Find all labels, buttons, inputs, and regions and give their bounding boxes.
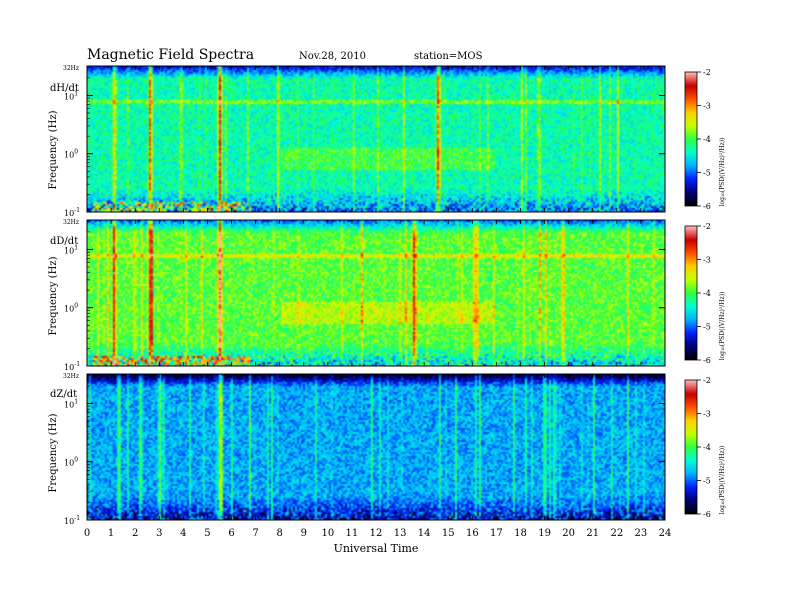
colorbar-ticks-dh-dt: -2 -3 -4 -5 -6 bbox=[697, 68, 711, 211]
y-tick-label: 101 bbox=[64, 90, 78, 101]
colorbar-label: log₁₀(PSD((V/Hz)²/Hz)) bbox=[719, 138, 726, 207]
colorbar-tick-label: -3 bbox=[703, 410, 711, 419]
x-tick-label: 15 bbox=[442, 528, 455, 539]
top-frequency-label: 32Hz bbox=[63, 373, 79, 380]
axes-dd-dt: 10-1 100 101 bbox=[64, 220, 666, 372]
colorbar-dd-dt bbox=[685, 226, 697, 360]
x-tick-label: 14 bbox=[418, 528, 431, 539]
colorbar-ticks-dd-dt: -2 -3 -4 -5 -6 bbox=[697, 222, 711, 365]
colorbar-tick-label: -2 bbox=[703, 222, 711, 231]
y-tick-label: 101 bbox=[64, 398, 78, 409]
colorbar-label: log₁₀(PSD((V/Hz)²/Hz)) bbox=[719, 446, 726, 515]
x-axis-ticks: 0 1 2 3 4 5 6 7 8 9 10 11 12 13 14 15 16 17 18 19 20 21 22 23 24 bbox=[84, 528, 672, 539]
colorbar-tick-label: -5 bbox=[703, 323, 711, 332]
colorbar-dz-dt bbox=[685, 380, 697, 514]
y-tick-label: 100 bbox=[64, 303, 78, 314]
x-tick-label: 13 bbox=[394, 528, 407, 539]
panel-label-dh-dt: dH/dt bbox=[50, 83, 79, 94]
figure-title: Magnetic Field Spectra bbox=[87, 47, 254, 63]
panel-label-dz-dt: dZ/dt bbox=[50, 389, 77, 400]
figure-station: station=MOS bbox=[414, 51, 483, 62]
y-tick-label: 100 bbox=[64, 149, 78, 160]
x-tick-label: 8 bbox=[276, 528, 282, 539]
y-tick-label: 10-1 bbox=[64, 207, 80, 218]
colorbar-ticks-dz-dt: -2 -3 -4 -5 -6 bbox=[697, 376, 711, 519]
colorbar-tick-label: -4 bbox=[703, 443, 711, 452]
x-axis-title: Universal Time bbox=[334, 542, 419, 555]
x-tick-label: 23 bbox=[635, 528, 648, 539]
y-tick-label: 101 bbox=[64, 244, 78, 255]
axes-dh-dt: 10-1 100 101 bbox=[64, 66, 666, 218]
x-tick-label: 16 bbox=[466, 528, 479, 539]
y-axis-title: Frequency (Hz) bbox=[48, 413, 59, 492]
figure-date: Nov.28, 2010 bbox=[299, 51, 366, 62]
axes-dz-dt: 10-1 100 101 bbox=[64, 374, 666, 526]
colorbar-dh-dt bbox=[685, 72, 697, 206]
top-frequency-label: 32Hz bbox=[63, 219, 79, 226]
x-tick-label: 2 bbox=[132, 528, 138, 539]
colorbar-tick-label: -6 bbox=[703, 510, 711, 519]
colorbar-tick-label: -3 bbox=[703, 102, 711, 111]
x-tick-label: 7 bbox=[252, 528, 258, 539]
colorbar-tick-label: -4 bbox=[703, 135, 711, 144]
x-tick-label: 0 bbox=[84, 528, 90, 539]
x-tick-label: 1 bbox=[108, 528, 114, 539]
y-axis-title: Frequency (Hz) bbox=[48, 110, 59, 189]
x-tick-label: 9 bbox=[301, 528, 307, 539]
spectrogram-dz-dt bbox=[87, 374, 665, 520]
x-tick-label: 10 bbox=[321, 528, 334, 539]
y-tick-label: 10-1 bbox=[64, 515, 80, 526]
y-tick-label: 10-1 bbox=[64, 361, 80, 372]
x-tick-label: 6 bbox=[228, 528, 234, 539]
spectrogram-dh-dt bbox=[87, 66, 665, 212]
top-frequency-label: 32Hz bbox=[63, 65, 79, 72]
colorbar-tick-label: -5 bbox=[703, 169, 711, 178]
x-tick-label: 12 bbox=[370, 528, 383, 539]
colorbar-tick-label: -2 bbox=[703, 68, 711, 77]
colorbar-tick-label: -4 bbox=[703, 289, 711, 298]
x-tick-label: 4 bbox=[180, 528, 186, 539]
y-tick-label: 100 bbox=[64, 457, 78, 468]
colorbar-tick-label: -3 bbox=[703, 256, 711, 265]
x-tick-label: 11 bbox=[346, 528, 359, 539]
colorbar-tick-label: -5 bbox=[703, 477, 711, 486]
x-tick-label: 22 bbox=[610, 528, 623, 539]
panel-label-dd-dt: dD/dt bbox=[50, 236, 78, 247]
colorbar-tick-label: -2 bbox=[703, 376, 711, 385]
colorbar-tick-label: -6 bbox=[703, 202, 711, 211]
colorbar-tick-label: -6 bbox=[703, 356, 711, 365]
spectrogram-dd-dt bbox=[87, 220, 665, 366]
y-axis-title: Frequency (Hz) bbox=[48, 256, 59, 335]
x-tick-label: 21 bbox=[586, 528, 599, 539]
x-tick-label: 19 bbox=[538, 528, 551, 539]
x-tick-label: 20 bbox=[562, 528, 575, 539]
x-tick-label: 3 bbox=[156, 528, 162, 539]
x-tick-label: 24 bbox=[659, 528, 672, 539]
x-tick-label: 5 bbox=[204, 528, 210, 539]
x-tick-label: 18 bbox=[514, 528, 527, 539]
colorbar-label: log₁₀(PSD((V/Hz)²/Hz)) bbox=[719, 292, 726, 361]
x-tick-label: 17 bbox=[490, 528, 503, 539]
